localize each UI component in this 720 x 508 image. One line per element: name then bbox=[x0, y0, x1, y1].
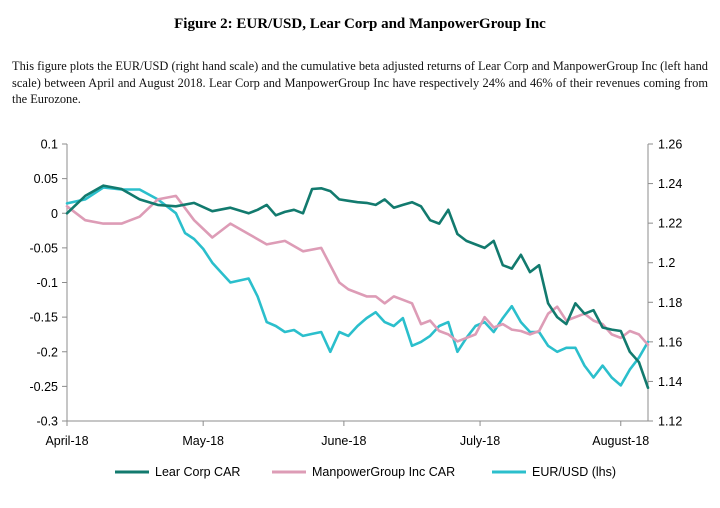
left-axis-tick-label: 0.1 bbox=[41, 138, 58, 152]
right-axis-tick-label: 1.16 bbox=[658, 335, 682, 349]
x-axis-tick-label: June-18 bbox=[321, 434, 366, 448]
left-axis-tick-label: -0.05 bbox=[30, 241, 59, 255]
x-axis-tick-label: August-18 bbox=[592, 434, 649, 448]
axes-layer: 0.1 0.05 0 -0.05 -0.1 -0.15 -0.2 -0.25 -0.3 1.26 1… bbox=[30, 138, 683, 449]
left-axis-tick-label: -0.25 bbox=[30, 380, 59, 394]
x-axis-tick-label: April-18 bbox=[45, 434, 88, 448]
right-axis-tick-label: 1.26 bbox=[658, 138, 682, 152]
x-axis-tick-label: May-18 bbox=[182, 434, 224, 448]
left-axis-tick-label: 0.05 bbox=[34, 172, 58, 186]
right-axis-tick-label: 1.2 bbox=[658, 256, 675, 270]
figure-title: Figure 2: EUR/USD, Lear Corp and Manpowe… bbox=[174, 16, 546, 32]
right-axis-tick-label: 1.22 bbox=[658, 217, 682, 231]
legend-label: EUR/USD (lhs) bbox=[532, 465, 616, 479]
left-axis-tick-label: -0.1 bbox=[36, 276, 58, 290]
right-axis-tick-label: 1.18 bbox=[658, 296, 682, 310]
right-axis-tick-label: 1.14 bbox=[658, 375, 682, 389]
legend: Lear Corp CAR ManpowerGroup Inc CAR EUR/US… bbox=[115, 465, 616, 479]
series-line-eur-usd-lhs bbox=[65, 186, 650, 387]
right-axis-tick-label: 1.24 bbox=[658, 177, 682, 191]
series-line-manpowergroup-inc-car bbox=[65, 194, 650, 347]
legend-label: Lear Corp CAR bbox=[155, 465, 240, 479]
left-axis-tick-label: -0.2 bbox=[36, 345, 58, 359]
x-axis-tick-label: July-18 bbox=[460, 434, 500, 448]
legend-label: ManpowerGroup Inc CAR bbox=[312, 465, 455, 479]
left-axis-tick-label: -0.15 bbox=[30, 311, 59, 325]
left-axis-tick-label: 0 bbox=[51, 207, 58, 221]
right-axis-tick-label: 1.12 bbox=[658, 415, 682, 429]
figure-caption: This figure plots the EUR/USD (right han… bbox=[12, 59, 708, 106]
left-axis-tick-label: -0.3 bbox=[36, 415, 58, 429]
series-line-lear-corp-car bbox=[65, 184, 650, 390]
series-layer bbox=[65, 184, 650, 390]
